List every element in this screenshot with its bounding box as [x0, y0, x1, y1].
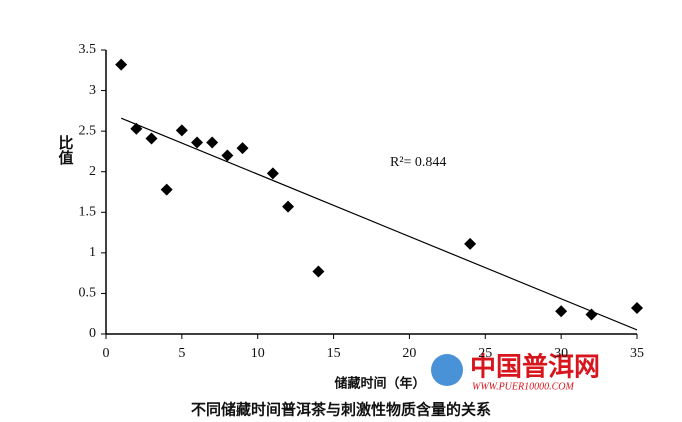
x-tick-label: 30 [554, 346, 568, 361]
point [282, 200, 295, 213]
watermark-url: WWW.PUER10000.COM [472, 381, 575, 392]
point [175, 124, 188, 137]
watermark-logo [431, 354, 463, 386]
y-tick-label: 0.5 [79, 286, 97, 301]
point [312, 265, 325, 278]
y-tick-label: 2 [89, 164, 96, 179]
chart-title: 不同储藏时间普洱茶与刺激性物质含量的关系 [191, 401, 491, 419]
x-tick-label: 10 [251, 346, 265, 361]
point [115, 58, 128, 71]
watermark-title: 中国普洱网 [470, 352, 600, 383]
point [191, 136, 204, 149]
y-tick-label: 3.5 [79, 42, 97, 57]
trendline [120, 117, 638, 331]
point [206, 136, 219, 149]
point [585, 308, 598, 321]
x-tick-label: 0 [103, 346, 110, 361]
x-axis-label: 储藏时间（年） [333, 376, 425, 392]
y-tick-label: 0 [89, 326, 96, 341]
x-tick-label: 25 [478, 346, 492, 361]
point [236, 142, 249, 155]
y-tick-label: 2.5 [79, 123, 97, 138]
y-tick-label: 1.5 [79, 205, 97, 220]
point [130, 122, 143, 135]
y-tick-label: 3 [89, 83, 96, 98]
point [145, 132, 158, 145]
point [555, 305, 568, 318]
x-tick-label: 20 [402, 346, 416, 361]
x-tick-label: 35 [630, 346, 644, 361]
annotation: R²= 0.844 [390, 155, 446, 170]
point [221, 149, 234, 162]
x-tick-label: 5 [178, 346, 185, 361]
point [464, 237, 477, 250]
y-tick-label: 1 [89, 245, 96, 260]
y-axis-label: 比值 [57, 134, 75, 165]
point [160, 183, 173, 196]
point [631, 302, 643, 315]
point [266, 167, 279, 180]
x-tick-label: 15 [327, 346, 341, 361]
